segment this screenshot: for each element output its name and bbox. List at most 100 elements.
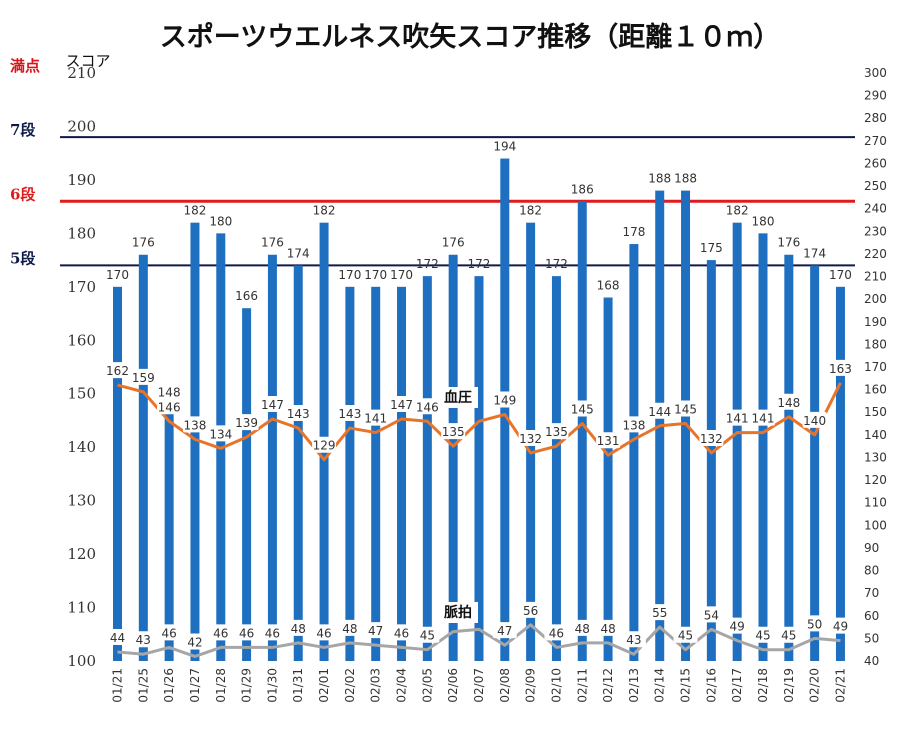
series-name-label: 血圧 xyxy=(438,387,478,408)
point-label: 49 xyxy=(828,617,853,634)
svg-text:140: 140 xyxy=(803,414,826,428)
svg-text:46: 46 xyxy=(394,626,409,640)
y2-tick-label: 180 xyxy=(864,337,887,351)
svg-text:45: 45 xyxy=(781,629,796,643)
bar-value-label: 176 xyxy=(261,236,284,250)
score-bar xyxy=(422,276,432,661)
y2-tick-label: 140 xyxy=(864,428,887,442)
svg-text:141: 141 xyxy=(726,412,749,426)
x-tick-label: 02/07 xyxy=(472,668,486,703)
y2-tick-label: 160 xyxy=(864,383,887,397)
bar-value-label: 172 xyxy=(468,257,491,271)
point-label: 44 xyxy=(105,628,130,645)
point-label: 46 xyxy=(234,624,259,641)
y2-tick-label: 290 xyxy=(864,89,887,103)
y-tick-label: 140 xyxy=(67,438,96,456)
svg-text:血圧: 血圧 xyxy=(444,389,472,406)
bar-value-label: 178 xyxy=(622,225,645,239)
svg-text:44: 44 xyxy=(110,631,125,645)
svg-text:132: 132 xyxy=(700,432,723,446)
svg-text:50: 50 xyxy=(807,617,822,631)
score-bar xyxy=(397,286,407,661)
svg-text:46: 46 xyxy=(239,626,254,640)
svg-text:43: 43 xyxy=(136,633,151,647)
y2-tick-label: 70 xyxy=(864,586,879,600)
svg-text:45: 45 xyxy=(678,629,693,643)
bar-value-label: 186 xyxy=(571,182,594,196)
x-tick-label: 02/08 xyxy=(498,668,512,703)
line-脈拍 xyxy=(117,623,841,658)
y-tick-label: 100 xyxy=(67,652,96,670)
point-label: 146 xyxy=(415,398,440,415)
x-tick-label: 01/26 xyxy=(162,668,176,703)
bar-value-label: 172 xyxy=(545,257,568,271)
point-label: 45 xyxy=(673,626,698,643)
point-label: 48 xyxy=(286,619,311,636)
point-label: 131 xyxy=(596,432,621,449)
y-tick-label: 170 xyxy=(67,278,96,296)
svg-text:46: 46 xyxy=(316,626,331,640)
point-label: 45 xyxy=(776,626,801,643)
svg-text:脈拍: 脈拍 xyxy=(444,604,472,621)
y2-tick-label: 210 xyxy=(864,270,887,284)
bar-value-label: 182 xyxy=(519,204,542,218)
svg-text:135: 135 xyxy=(442,425,465,439)
x-tick-label: 01/21 xyxy=(111,668,125,703)
x-tick-label: 02/04 xyxy=(395,668,409,703)
point-label: 144 xyxy=(647,402,672,419)
y2-tick-label: 220 xyxy=(864,247,887,261)
point-label: 135 xyxy=(544,423,569,440)
point-label: 46 xyxy=(208,624,233,641)
svg-text:135: 135 xyxy=(545,425,568,439)
y2-tick-label: 40 xyxy=(864,654,879,668)
line-血圧 xyxy=(117,382,842,462)
y2-tick-label: 280 xyxy=(864,111,887,125)
x-tick-label: 01/29 xyxy=(240,668,254,703)
x-tick-label: 01/25 xyxy=(136,668,150,703)
point-label: 143 xyxy=(337,405,362,422)
score-bar xyxy=(293,265,303,661)
point-label: 149 xyxy=(492,391,517,408)
y2-tick-label: 300 xyxy=(864,66,887,80)
svg-text:148: 148 xyxy=(777,396,800,410)
y2-tick-label: 150 xyxy=(864,405,887,419)
score-bar xyxy=(164,404,174,661)
svg-text:159: 159 xyxy=(132,371,155,385)
svg-text:149: 149 xyxy=(493,393,516,407)
point-label: 50 xyxy=(802,615,827,632)
point-label: 141 xyxy=(751,409,775,426)
x-tick-label: 02/15 xyxy=(679,668,693,703)
point-label: 48 xyxy=(596,619,621,636)
bar-value-label: 176 xyxy=(442,236,465,250)
point-label: 47 xyxy=(492,622,517,639)
score-bar xyxy=(577,201,587,662)
y2-tick-label: 130 xyxy=(864,450,887,464)
y-tick-label: 150 xyxy=(67,385,96,403)
point-label: 45 xyxy=(751,626,775,643)
bar-value-label: 170 xyxy=(106,268,129,282)
score-bar xyxy=(784,254,794,661)
svg-text:147: 147 xyxy=(390,398,413,412)
point-label: 49 xyxy=(725,617,750,634)
svg-text:138: 138 xyxy=(184,418,207,432)
x-tick-label: 01/31 xyxy=(291,668,305,703)
y-tick-label: 110 xyxy=(67,599,96,617)
svg-text:146: 146 xyxy=(416,400,439,414)
svg-text:56: 56 xyxy=(523,604,538,618)
y2-tick-label: 190 xyxy=(864,315,887,329)
svg-text:48: 48 xyxy=(291,622,306,636)
score-bar xyxy=(448,254,458,661)
svg-text:48: 48 xyxy=(342,622,357,636)
grade-label: 7段 xyxy=(10,121,35,139)
point-label: 148 xyxy=(776,393,801,410)
y2-tick-label: 60 xyxy=(864,609,879,623)
svg-text:46: 46 xyxy=(161,626,176,640)
bar-value-label: 194 xyxy=(493,140,516,154)
bar-value-label: 148 xyxy=(158,385,181,399)
point-label: 129 xyxy=(312,436,337,453)
point-label: 43 xyxy=(621,631,646,648)
svg-text:162: 162 xyxy=(106,364,129,378)
y2-tick-label: 200 xyxy=(864,292,887,306)
score-bar xyxy=(371,286,381,661)
point-label: 54 xyxy=(699,606,724,623)
